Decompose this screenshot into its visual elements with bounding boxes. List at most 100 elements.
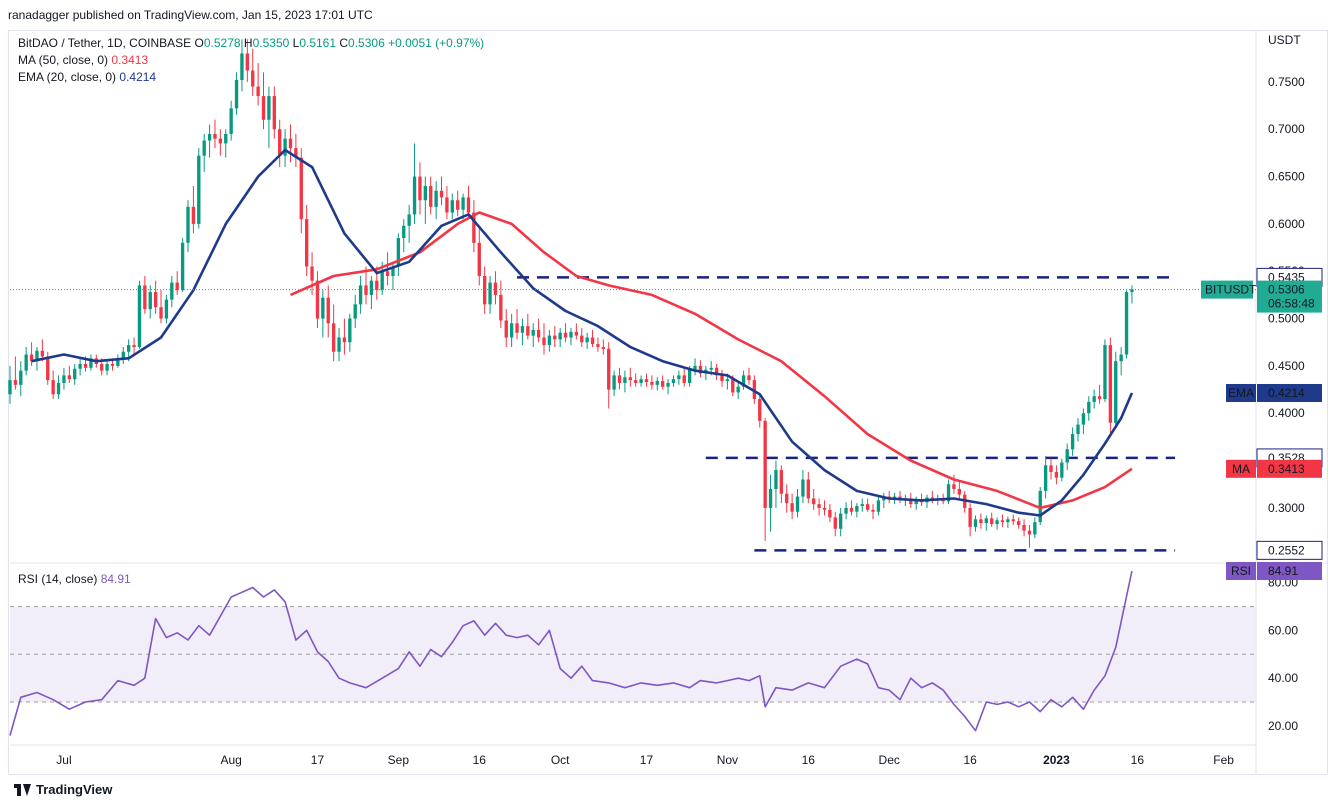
candle-body bbox=[871, 509, 875, 512]
candle bbox=[191, 186, 196, 234]
candle-body bbox=[148, 292, 152, 310]
candle bbox=[234, 72, 239, 116]
candle bbox=[968, 503, 972, 537]
candle-body bbox=[67, 375, 72, 380]
candle bbox=[617, 367, 622, 390]
last-price-tag-box bbox=[1257, 280, 1322, 313]
candle bbox=[450, 193, 454, 220]
candle bbox=[1054, 465, 1059, 485]
candle bbox=[580, 328, 584, 347]
candle bbox=[585, 332, 589, 349]
candle-body bbox=[299, 157, 303, 220]
candle bbox=[828, 504, 832, 523]
candle bbox=[812, 488, 816, 510]
candle bbox=[331, 304, 336, 362]
candle bbox=[24, 346, 28, 376]
ema-tag-value: 0.4214 bbox=[1268, 386, 1305, 400]
candle-body bbox=[1043, 465, 1048, 491]
symbol-tag-label: BITUSDT bbox=[1205, 283, 1257, 297]
x-tick-label: Feb bbox=[1213, 753, 1234, 767]
candle bbox=[1022, 519, 1026, 537]
candle-body bbox=[380, 271, 384, 291]
candle bbox=[202, 133, 206, 172]
candle bbox=[752, 375, 757, 404]
candle bbox=[412, 143, 417, 224]
candle-body bbox=[682, 375, 686, 383]
candle bbox=[29, 342, 34, 366]
legend-close: 0.5306 bbox=[348, 36, 385, 50]
legend-open: 0.5278 bbox=[203, 36, 241, 50]
candle bbox=[590, 329, 595, 347]
candle-body bbox=[779, 470, 784, 494]
rsi-tick-label: 40.00 bbox=[1268, 671, 1298, 685]
candle-body bbox=[423, 186, 428, 201]
candle bbox=[402, 219, 406, 253]
candle-body bbox=[434, 190, 438, 207]
candles bbox=[8, 39, 1134, 548]
candle bbox=[860, 498, 864, 512]
candle-body bbox=[170, 282, 174, 300]
candle-body bbox=[1130, 289, 1134, 293]
candle-body bbox=[628, 377, 632, 381]
x-tick-label: 17 bbox=[640, 753, 654, 767]
candle-body bbox=[310, 266, 314, 281]
legend-rsi-label: RSI (14, close) bbox=[18, 572, 98, 586]
legend-h-label: H bbox=[243, 36, 253, 50]
candle-body bbox=[213, 133, 217, 139]
candle bbox=[509, 313, 514, 347]
level-tag-box bbox=[1256, 540, 1323, 560]
candle-body bbox=[159, 307, 163, 319]
candle-body bbox=[736, 386, 740, 393]
candle-body bbox=[358, 285, 363, 305]
candle-body bbox=[240, 53, 244, 80]
candle bbox=[358, 275, 363, 314]
symbol-tag-box bbox=[1201, 280, 1253, 299]
candle-body bbox=[8, 380, 12, 395]
candle bbox=[779, 465, 784, 504]
legend-rsi-value: 84.91 bbox=[100, 572, 131, 586]
candle-body bbox=[89, 358, 93, 368]
candle bbox=[1011, 514, 1015, 525]
candle-body bbox=[526, 326, 530, 336]
candle-body bbox=[822, 507, 827, 510]
candle bbox=[488, 275, 492, 314]
candle-body bbox=[563, 332, 568, 338]
candle-body bbox=[342, 337, 347, 343]
candle-body bbox=[553, 335, 557, 340]
candle-body bbox=[536, 329, 541, 338]
x-tick-label: Nov bbox=[717, 753, 738, 767]
candle-body bbox=[763, 420, 767, 508]
candle bbox=[671, 375, 676, 387]
candle-body bbox=[331, 323, 336, 352]
candle bbox=[898, 490, 902, 504]
candle bbox=[315, 271, 320, 329]
candle bbox=[785, 484, 789, 513]
candle bbox=[558, 328, 562, 347]
candle bbox=[536, 318, 541, 343]
candle-body bbox=[267, 96, 271, 120]
x-tick-label: 17 bbox=[311, 753, 325, 767]
legend-symbol: BitDAO / Tether, 1D, COINBASE bbox=[18, 36, 192, 50]
candle bbox=[607, 342, 611, 409]
candle bbox=[456, 190, 460, 217]
candle-body bbox=[596, 344, 600, 347]
candle-body bbox=[623, 377, 627, 383]
candle bbox=[698, 360, 703, 378]
candle bbox=[283, 129, 287, 168]
candle-body bbox=[488, 282, 492, 305]
candle bbox=[946, 479, 951, 505]
candle bbox=[526, 313, 530, 340]
candle bbox=[493, 271, 498, 305]
legend-ma-value: 0.3413 bbox=[111, 53, 149, 67]
candle-body bbox=[968, 507, 972, 527]
candle bbox=[758, 394, 762, 428]
candle-body bbox=[19, 370, 23, 385]
ma-tag-value-box bbox=[1257, 459, 1322, 478]
y-tick-label: 0.4500 bbox=[1268, 359, 1305, 373]
candle-body bbox=[655, 381, 659, 385]
x-tick-label: 16 bbox=[473, 753, 487, 767]
candle bbox=[56, 375, 61, 400]
candle bbox=[973, 515, 978, 532]
footer[interactable]: TradingView bbox=[14, 782, 112, 797]
